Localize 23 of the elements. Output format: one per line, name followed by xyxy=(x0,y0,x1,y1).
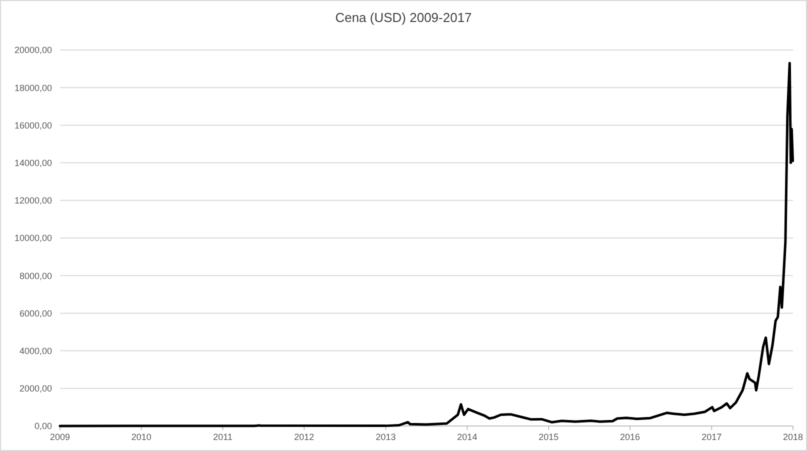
y-tick-label: 2000,00 xyxy=(19,384,52,394)
y-tick-label: 12000,00 xyxy=(14,196,52,206)
y-tick-label: 14000,00 xyxy=(14,158,52,168)
x-tick-label: 2011 xyxy=(213,432,232,442)
chart-title: Cena (USD) 2009-2017 xyxy=(335,10,472,25)
x-tick-label: 2016 xyxy=(620,432,640,442)
y-tick-label: 20000,00 xyxy=(14,45,52,56)
x-tick-label: 2015 xyxy=(538,432,559,442)
y-tick-label: 8000,00 xyxy=(19,270,52,281)
x-tick-label: 2014 xyxy=(457,432,478,442)
x-tick-label: 2010 xyxy=(131,432,152,442)
y-tick-label: 4000,00 xyxy=(19,346,52,356)
y-tick-label: 10000,00 xyxy=(14,233,52,244)
y-tick-label: 0,00 xyxy=(34,421,52,432)
line-series xyxy=(58,62,794,428)
x-tick-label: 2012 xyxy=(294,432,314,442)
x-tick-label: 2013 xyxy=(376,432,396,442)
x-tick-label: 2018 xyxy=(782,432,804,442)
y-tick-label: 6000,00 xyxy=(19,308,52,318)
y-tick-label: 16000,00 xyxy=(14,120,52,130)
y-tick-label: 18000,00 xyxy=(14,82,52,93)
x-tick-label: 2009 xyxy=(50,432,70,442)
x-tick-label: 2017 xyxy=(702,432,722,442)
